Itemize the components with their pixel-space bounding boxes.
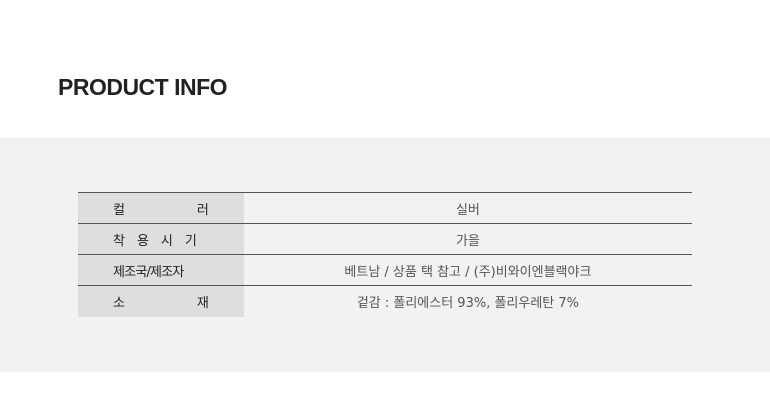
page-title: PRODUCT INFO — [58, 74, 228, 100]
label-char: 컬 — [113, 202, 125, 218]
row-label: 제조국/제조자 — [78, 254, 244, 286]
label-char: 소 — [113, 295, 125, 311]
row-value: 실버 — [243, 192, 692, 224]
label-char: 재 — [196, 295, 209, 311]
row-value: 겉감 : 폴리에스터 93%, 폴리우레탄 7% — [356, 295, 580, 311]
table-row: 제조국/제조자 베트남 / 상품 택 참고 / (주)비와이엔블랙야크 — [78, 254, 692, 286]
label-char: 러 — [196, 202, 209, 218]
row-value: 가을 — [243, 223, 692, 255]
table-row: 착용시기 가을 — [78, 223, 692, 255]
label-text: 착용시기 — [113, 233, 209, 249]
row-value: 베트남 / 상품 택 참고 / (주)비와이엔블랙야크 — [243, 254, 692, 286]
label-char: 제조국/제조자 — [113, 264, 184, 280]
row-label: 착용시기 — [78, 223, 244, 255]
